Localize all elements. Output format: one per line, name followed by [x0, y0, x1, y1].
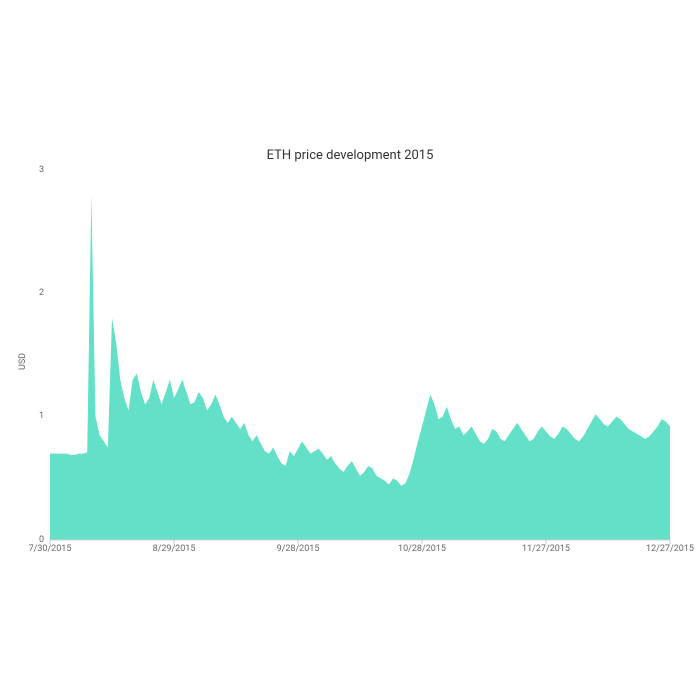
x-tick-label: 10/28/2015: [398, 544, 446, 554]
area-series: [50, 195, 670, 540]
y-tick-label: 1: [39, 411, 44, 421]
area-svg: [50, 170, 670, 540]
chart-title: ETH price development 2015: [0, 148, 700, 163]
x-tick-label: 12/27/2015: [646, 544, 694, 554]
chart-container: ETH price development 2015 USD 0 1 2 3 7/30/…: [0, 0, 700, 700]
y-tick-label: 0: [39, 535, 44, 545]
x-tick-label: 8/29/2015: [153, 544, 196, 554]
y-axis-label: USD: [18, 353, 28, 370]
x-tick-label: 7/30/2015: [29, 544, 72, 554]
y-tick-label: 3: [39, 165, 44, 175]
y-tick-label: 2: [39, 288, 44, 298]
plot-area: [50, 170, 670, 540]
x-tick-label: 9/28/2015: [277, 544, 320, 554]
x-tick-label: 11/27/2015: [522, 544, 570, 554]
